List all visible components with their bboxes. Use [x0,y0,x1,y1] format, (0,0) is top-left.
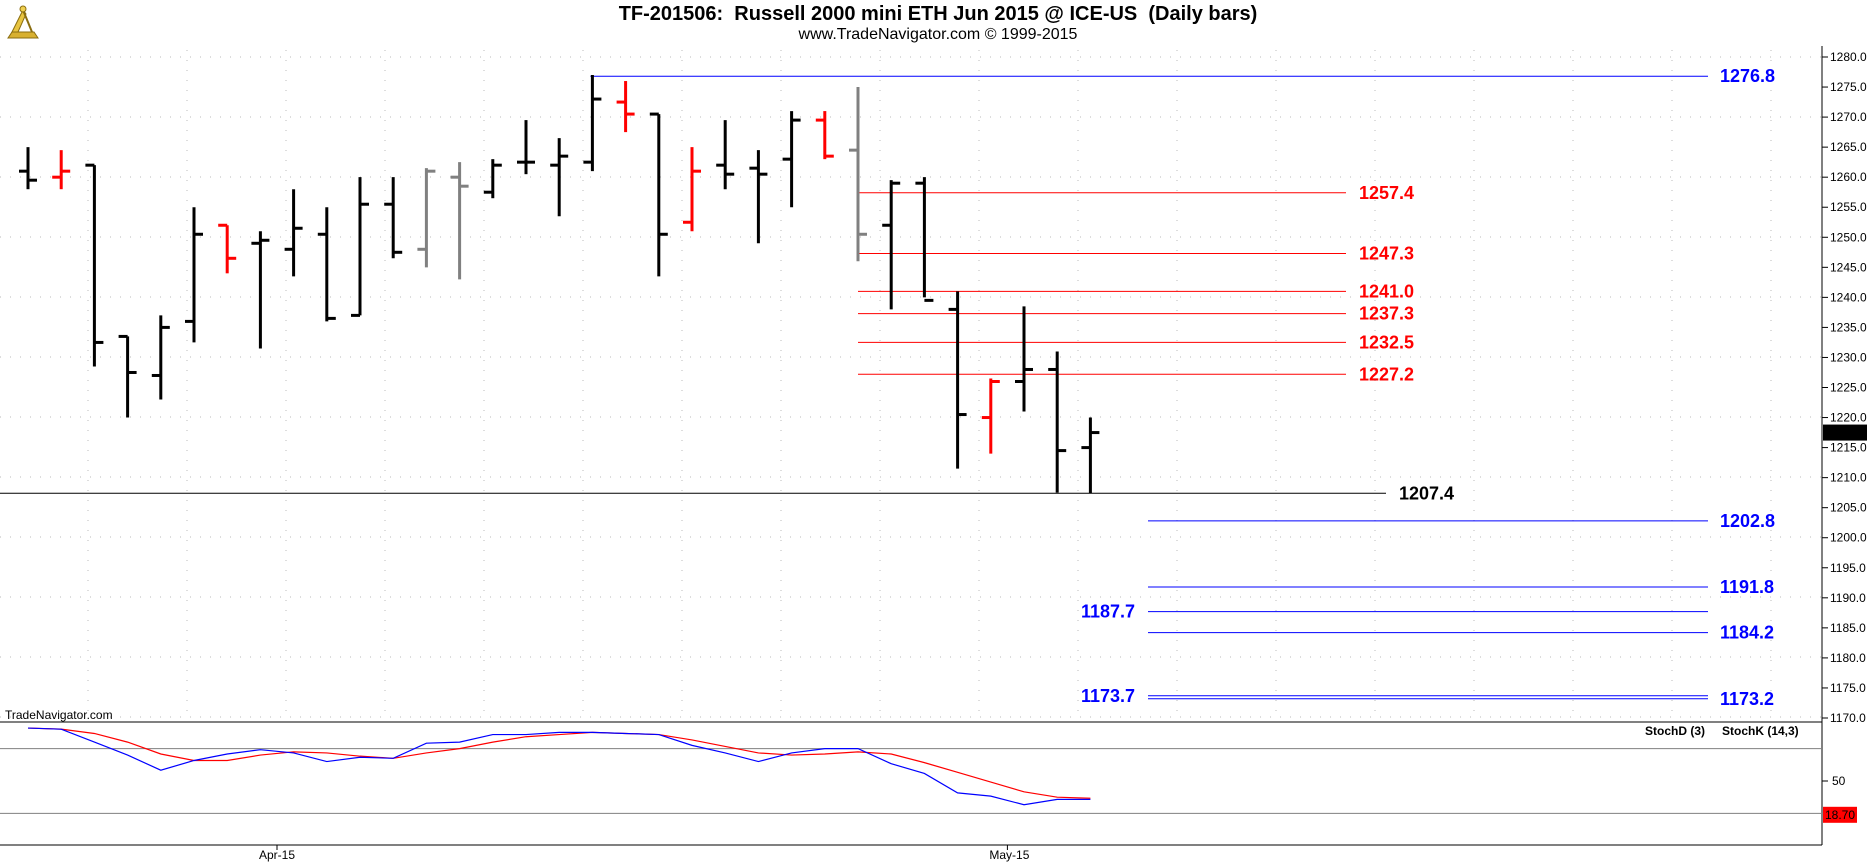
ohlc-bar [85,163,104,367]
price-tick-label: 1185.0 [1830,621,1866,635]
price-axis: 1280.0 1275.0 1270.0 1265.0 1260.0 1255.0 1250… [1821,46,1867,845]
level-label: 1257.4 [1359,183,1414,203]
ohlc-bar [52,150,71,190]
ohlc-bar [1081,417,1100,494]
date-tick-label: May-15 [989,848,1029,862]
ohlc-bar [1015,306,1033,412]
price-tick-label: 1210.0 [1830,471,1867,485]
ohlc-bar [517,120,535,175]
chart-header: TF-201506: Russell 2000 mini ETH Jun 201… [0,0,1876,46]
ohlc-bar [649,112,668,277]
ohlc-bar [19,147,37,190]
price-tick-label: 1190.0 [1830,591,1866,605]
level-label: 1184.2 [1720,623,1774,643]
ohlc-bar [550,138,569,217]
level-label: 1202.8 [1720,511,1775,531]
ohlc-bars [19,75,1100,494]
date-tick-label: Apr-15 [259,848,295,862]
ohlc-bar [118,334,137,418]
watermark: TradeNavigator.com [5,708,113,722]
ohlc-bar [384,177,403,259]
level-label: 1276.8 [1720,66,1775,86]
ohlc-bar [749,150,768,244]
price-tick-label: 1170.0 [1830,711,1866,725]
level-label: 1173.7 [1081,686,1135,706]
last-price-box [1823,424,1867,441]
ohlc-bar [981,378,1000,454]
price-tick-label: 1195.0 [1830,561,1866,575]
level-label: 1247.3 [1359,243,1414,263]
stoch-legend-entry: StochD (3) [1645,724,1705,738]
ohlc-bar [450,162,469,280]
level-label: 1232.5 [1359,332,1414,352]
ohlc-bar [417,168,436,268]
price-tick-label: 1200.0 [1830,531,1867,545]
ohlc-bar [251,231,270,349]
price-tick-label: 1175.0 [1830,681,1866,695]
price-tick-label: 1225.0 [1830,381,1867,395]
ohlc-bar [1048,351,1067,493]
price-tick-label: 1180.0 [1830,651,1866,665]
ohlc-bar [683,147,701,232]
ohlc-bar [218,223,237,274]
price-tick-label: 1205.0 [1830,501,1867,515]
ohlc-bar [351,177,369,317]
level-label: 1187.7 [1081,602,1135,622]
ohlc-bar [616,81,635,133]
price-tick-label: 1250.0 [1830,230,1867,244]
level-label: 1173.2 [1720,689,1774,709]
ohlc-bar [483,159,502,199]
date-axis: Apr-15 May-15 [0,844,1822,862]
stoch-series-line [27,727,1091,806]
level-label: 1207.4 [1399,483,1454,503]
ohlc-bar [284,189,303,277]
trade-navigator-logo-icon [2,2,44,44]
price-tick-label: 1240.0 [1830,290,1867,304]
price-tick-label: 1245.0 [1830,260,1867,274]
ohlc-bar [815,111,834,160]
ohlc-bar [185,207,203,343]
stoch-series-line [27,727,1091,799]
ohlc-bar [948,291,967,469]
stoch-last-value-box [1823,806,1857,823]
level-label: 1241.0 [1359,281,1414,301]
stoch-tick-label: 50 [1832,774,1846,788]
price-tick-label: 1235.0 [1830,320,1867,334]
price-tick-label: 1220.0 [1830,411,1867,425]
price-tick-label: 1265.0 [1830,140,1867,154]
price-tick-label: 1280.0 [1830,50,1867,64]
ohlc-bar [882,180,901,310]
stoch-legend-entry: StochK (14,3) [1722,724,1799,738]
stochastic-panel: 50 StochD (3) StochK (14,3) 18.70 [0,721,1857,823]
price-tick-label: 1255.0 [1830,200,1867,214]
level-label: 1227.2 [1359,364,1414,384]
level-label: 1237.3 [1359,304,1414,324]
grid-dots [0,50,1822,720]
support-resistance-levels: 1276.8 1257.4 1247.3 1241.0 1237.3 1232.5 1227… [0,66,1775,709]
price-tick-label: 1230.0 [1830,350,1867,364]
ohlc-bar [915,177,934,302]
last-price-label: 1217.5 [1825,426,1862,440]
ohlc-bar [317,207,336,322]
level-label: 1191.8 [1720,577,1774,597]
ohlc-bar [151,315,170,400]
price-tick-label: 1275.0 [1830,80,1867,94]
ohlc-bar [583,75,602,172]
stoch-last-value-label: 18.70 [1825,808,1855,822]
price-tick-label: 1260.0 [1830,170,1867,184]
ohlc-bar [849,87,867,262]
price-tick-label: 1270.0 [1830,110,1867,124]
chart-title: TF-201506: Russell 2000 mini ETH Jun 201… [618,3,1258,25]
chart-subtitle: www.TradeNavigator.com © 1999-2015 [798,26,1078,43]
price-tick-label: 1215.0 [1830,441,1867,455]
ohlc-bar [782,111,801,208]
ohlc-bar [716,120,735,190]
